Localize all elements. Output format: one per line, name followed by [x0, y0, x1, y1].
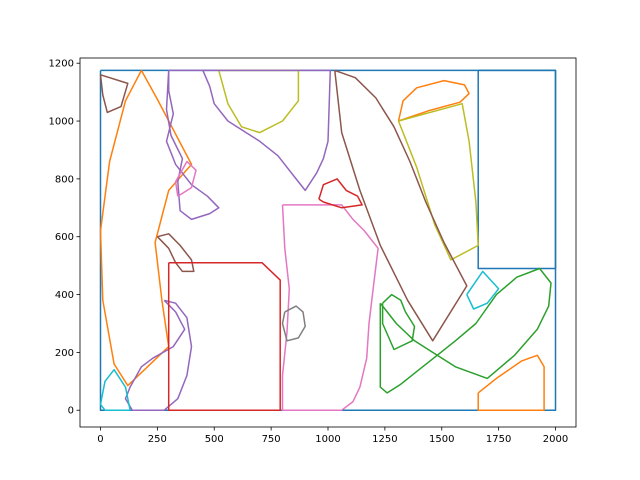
y-tick-label: 800 [55, 174, 74, 185]
y-tick-label: 1200 [49, 59, 74, 70]
x-tick-label: 1750 [486, 434, 511, 445]
axes: 0 250 500 750 1000 1250 1500 1750 2000 0 200 400 600… [49, 57, 577, 445]
series-line-21 [466, 270, 500, 310]
x-tick-label: 1250 [372, 434, 397, 445]
series-line-19 [318, 178, 363, 209]
series-line-13 [156, 233, 195, 273]
series-line-15 [174, 160, 197, 197]
x-tick-label: 1000 [315, 434, 340, 445]
x-tick-label: 500 [205, 434, 224, 445]
x-tick-label: 0 [97, 434, 103, 445]
series-line-16 [379, 267, 552, 394]
series-line-5 [477, 354, 545, 411]
series-line-8 [165, 70, 220, 221]
y-tick-label: 200 [55, 348, 74, 359]
y-tick-label: 0 [68, 406, 74, 417]
series-line-20 [99, 368, 131, 411]
series-line-3 [99, 70, 193, 387]
series-line-4 [397, 79, 470, 122]
series-line-11 [334, 69, 468, 342]
series-line-12 [99, 74, 129, 114]
y-tick-label: 400 [55, 290, 74, 301]
series-line-1 [99, 69, 557, 411]
y-tick-label: 600 [55, 232, 74, 243]
series-line-2 [477, 69, 557, 270]
x-tick-label: 2000 [543, 434, 568, 445]
series-line-7 [397, 102, 479, 261]
series-line-6 [218, 69, 300, 134]
x-tick-label: 250 [148, 434, 167, 445]
series-line-22 [281, 305, 306, 342]
series-line-14 [281, 204, 379, 411]
x-tick-label: 1500 [429, 434, 454, 445]
series-line-9 [168, 69, 332, 192]
series-line-18 [167, 261, 281, 411]
series-layer [99, 69, 557, 411]
y-tick-label: 1000 [49, 117, 74, 128]
series-line-17 [381, 293, 416, 351]
x-tick-label: 750 [262, 434, 281, 445]
